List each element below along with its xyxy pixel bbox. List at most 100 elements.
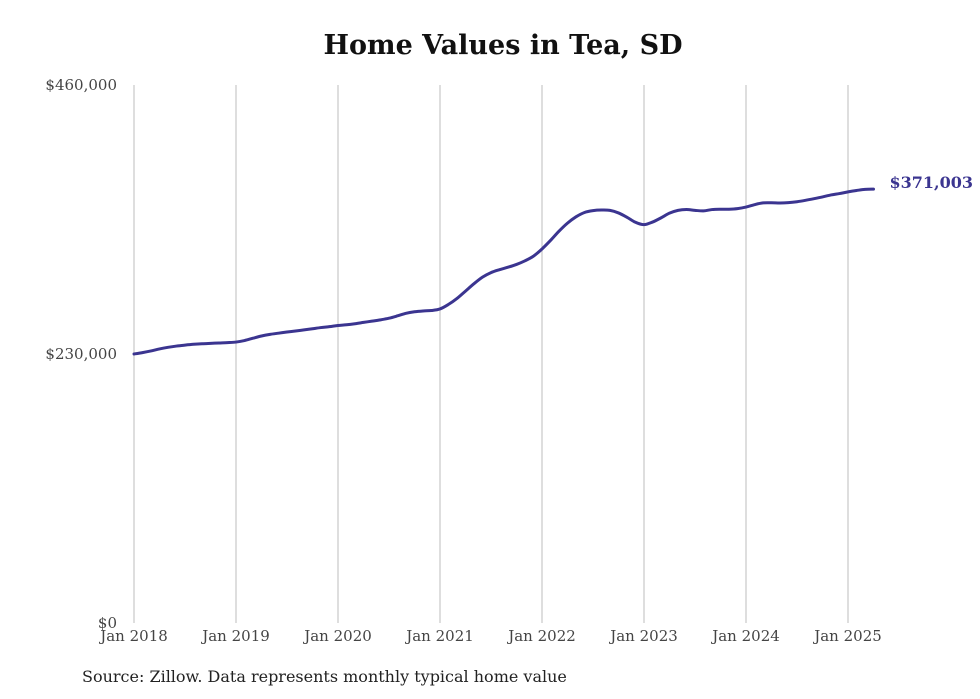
- data-point: [557, 230, 561, 233]
- data-point: [761, 201, 765, 205]
- data-point: [523, 259, 527, 262]
- x-tick-label: Jan 2018: [98, 627, 168, 645]
- data-point: [302, 328, 306, 332]
- data-point: [659, 216, 663, 220]
- data-point: [362, 321, 365, 324]
- data-point: [676, 209, 680, 212]
- data-point: [311, 327, 314, 330]
- data-point: [447, 303, 450, 306]
- data-point: [574, 215, 578, 219]
- data-point: [200, 342, 204, 345]
- data-point: [481, 275, 484, 279]
- data-point: [192, 343, 195, 346]
- chart-title: Home Values in Tea, SD: [323, 30, 683, 61]
- data-point: [141, 351, 144, 354]
- data-point: [829, 193, 833, 197]
- data-point: [719, 208, 722, 211]
- data-point: [226, 341, 229, 344]
- data-point: [821, 195, 824, 199]
- data-point: [532, 254, 535, 258]
- data-point: [506, 266, 510, 269]
- data-point: [583, 211, 586, 214]
- data-point: [404, 312, 408, 315]
- data-point: [260, 334, 263, 338]
- data-point: [804, 199, 807, 202]
- data-point: [336, 324, 340, 327]
- data-point: [617, 211, 620, 215]
- data-point: [778, 201, 782, 205]
- data-point: [846, 190, 850, 194]
- x-tick-label: Jan 2020: [302, 627, 372, 645]
- data-point: [540, 247, 544, 251]
- data-point: [353, 322, 357, 325]
- x-tick-label: Jan 2023: [608, 627, 678, 645]
- vertical-gridlines: [133, 85, 849, 623]
- data-point: [166, 346, 170, 349]
- data-point: [838, 192, 841, 195]
- data-point: [472, 282, 476, 285]
- y-axis-tick-labels: $0 $230,000 $460,000: [45, 76, 117, 632]
- data-point: [379, 318, 382, 322]
- data-point: [149, 349, 153, 353]
- x-tick-label: Jan 2021: [404, 627, 474, 645]
- data-point: [795, 200, 799, 203]
- data-point: [702, 209, 705, 213]
- x-tick-label: Jan 2019: [200, 627, 270, 645]
- x-axis-tick-labels: Jan 2018 Jan 2019 Jan 2020 Jan 2021 Jan 2022…: [98, 627, 882, 645]
- data-point: [421, 309, 425, 313]
- data-point: [770, 201, 773, 204]
- data-point: [277, 331, 280, 335]
- data-point: [736, 207, 739, 210]
- y-tick-label: $0: [98, 614, 117, 632]
- line-chart: $0$230,000$460,000 Jan 2018 Jan 2019 Jan 2…: [45, 76, 974, 645]
- data-point: [217, 341, 221, 345]
- data-point: [234, 340, 238, 344]
- data-point: [651, 220, 654, 224]
- source-note: Source: Zillow. Data represents monthly …: [82, 667, 567, 686]
- data-point: [566, 221, 569, 225]
- x-tick-label: Jan 2025: [812, 627, 882, 645]
- y-tick-label: $230,000: [45, 345, 117, 363]
- data-point: [498, 268, 501, 271]
- data-point: [370, 319, 374, 323]
- data-point: [158, 347, 161, 351]
- data-point: [600, 208, 603, 212]
- data-points-layer: [132, 187, 875, 356]
- data-point: [413, 310, 416, 313]
- data-point: [515, 263, 518, 266]
- data-point: [812, 197, 816, 200]
- x-tick-label: Jan 2022: [506, 627, 576, 645]
- data-point: [549, 239, 552, 242]
- series-line-0: [132, 187, 875, 356]
- data-point: [209, 342, 212, 345]
- data-point: [132, 352, 136, 356]
- data-point: [753, 203, 756, 206]
- data-point: [243, 339, 246, 342]
- data-point: [710, 208, 714, 211]
- data-point: [685, 208, 688, 211]
- data-point: [183, 343, 187, 347]
- data-point: [787, 201, 790, 204]
- data-point: [855, 189, 858, 192]
- data-point: [438, 307, 442, 311]
- data-point: [294, 329, 297, 333]
- data-point: [591, 209, 595, 212]
- data-point: [175, 344, 178, 348]
- x-tick-label: Jan 2024: [710, 627, 780, 645]
- series-layer: [132, 187, 875, 356]
- data-point: [396, 314, 399, 318]
- data-point: [387, 317, 391, 320]
- data-point: [608, 209, 612, 212]
- end-value-label: $371,003: [890, 173, 974, 192]
- data-point: [625, 216, 629, 219]
- data-point: [727, 208, 731, 211]
- data-point: [634, 221, 637, 224]
- data-point: [872, 187, 875, 191]
- data-point: [863, 188, 867, 191]
- data-point: [668, 211, 671, 215]
- data-point: [251, 337, 255, 340]
- data-point: [430, 309, 433, 312]
- data-point: [268, 333, 272, 336]
- data-point: [489, 271, 493, 274]
- data-point: [328, 325, 331, 328]
